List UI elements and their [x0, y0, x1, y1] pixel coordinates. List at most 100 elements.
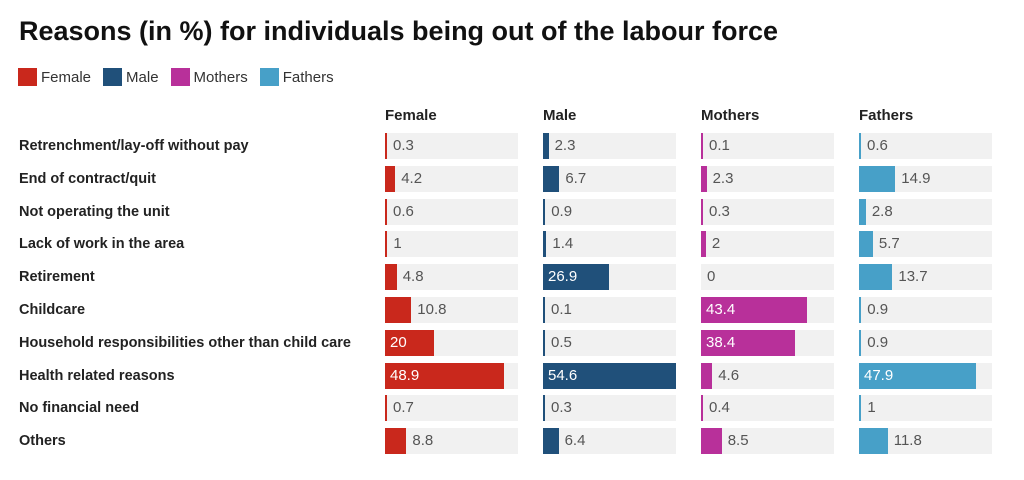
legend-swatch [18, 68, 37, 86]
legend-swatch [103, 68, 123, 86]
bar-value-label: 2.3 [712, 169, 734, 187]
bar-cell: 13.7 [859, 264, 992, 291]
bar [385, 231, 388, 258]
bar-cell: 0.9 [859, 297, 992, 323]
column-header: Fathers [859, 107, 914, 124]
bar-cell: 4.6 [701, 362, 834, 389]
bar [701, 297, 807, 323]
bar-value-label: 0 [707, 268, 716, 286]
bar [385, 165, 396, 192]
legend-item: Female [18, 68, 91, 86]
legend-label: Mothers [193, 68, 248, 86]
bar [701, 198, 703, 225]
bar-value-label: 4.6 [718, 366, 740, 384]
bar [701, 231, 706, 258]
category-label: End of contract/quit [19, 170, 156, 187]
bar-cell: 14.9 [859, 165, 992, 192]
bar-value-label: 0.9 [867, 301, 889, 318]
bar [859, 198, 866, 225]
bar-value-label: 11.8 [893, 432, 922, 450]
bar-cell: 2.8 [859, 198, 992, 225]
bar [543, 362, 676, 389]
category-label: Health related reasons [19, 367, 175, 384]
bar [859, 297, 862, 323]
bar-value-label: 8.5 [727, 432, 749, 450]
bar-value-label: 0.9 [551, 202, 573, 220]
bar-cell: 0.3 [543, 395, 676, 422]
bar-cell: 0 [701, 264, 834, 291]
bar [701, 395, 703, 422]
bar-cell: 1 [385, 231, 518, 258]
category-label: Childcare [19, 302, 86, 318]
bar [543, 395, 545, 422]
bar-value-label: 26.9 [548, 268, 578, 286]
bar-cell: 20 [385, 329, 518, 356]
bar-cell: 47.9 [859, 362, 992, 389]
bar [701, 133, 703, 159]
bar-value-label: 0.6 [393, 202, 414, 220]
bar-cell: 2.3 [543, 133, 676, 159]
category-label: Others [19, 433, 66, 450]
bar-value-label: 0.1 [551, 301, 572, 318]
bar-cell: 0.1 [543, 297, 676, 323]
bar-value-label: 8.8 [412, 432, 434, 450]
category-label: Household responsibilities other than ch… [19, 334, 351, 351]
legend-swatch [259, 68, 279, 86]
legend-item: Male [103, 68, 159, 86]
bar [543, 133, 549, 159]
bar-value-label: 1.4 [552, 235, 574, 253]
bar [543, 264, 609, 291]
bar-value-label: 38.4 [706, 333, 736, 351]
bar [385, 198, 387, 225]
bar-value-label: 43.4 [706, 301, 736, 318]
bar [385, 362, 505, 389]
legend-item: Fathers [259, 68, 334, 86]
bar-value-label: 0.1 [709, 137, 730, 154]
bar-cell: 48.9 [385, 362, 518, 389]
column-header: Mothers [701, 107, 760, 124]
bar-value-label: 0.3 [551, 399, 572, 417]
bar-cell: 0.6 [385, 198, 518, 225]
bar-value-label: 47.9 [864, 366, 894, 384]
bar-cell: 0.1 [701, 133, 834, 159]
bar-cell: 2.3 [701, 165, 834, 192]
bar [385, 133, 387, 159]
bar-cell: 10.8 [385, 297, 518, 323]
bar-value-label: 20 [390, 333, 407, 351]
column-header: Female [385, 107, 437, 124]
bar [859, 428, 888, 455]
bar-value-label: 1 [393, 235, 402, 253]
bar-value-label: 1 [867, 399, 876, 417]
bar-cell: 1 [859, 395, 992, 422]
bar-cell: 43.4 [701, 297, 834, 323]
bar [543, 231, 547, 258]
bar-value-label: 48.9 [390, 366, 420, 384]
bar-cell: 1.4 [543, 231, 676, 258]
bar-cell: 2 [701, 231, 834, 258]
bar-cell: 8.8 [385, 428, 518, 455]
bar [543, 198, 546, 225]
bar [859, 395, 862, 422]
bar-value-label: 0.3 [709, 202, 730, 220]
bar-cell: 38.4 [701, 329, 834, 356]
bar-cell: 0.6 [859, 133, 992, 159]
bar-cell: 11.8 [859, 428, 992, 455]
legend-swatch [170, 68, 190, 86]
bar-cell: 8.5 [701, 428, 834, 455]
bar [385, 329, 434, 356]
bar-cell: 0.4 [701, 395, 834, 422]
bar-value-label: 54.6 [548, 366, 578, 384]
category-label: Not operating the unit [19, 203, 170, 220]
bar-value-label: 0.3 [393, 137, 414, 154]
bar [701, 329, 795, 356]
bar [859, 231, 873, 258]
bar [859, 362, 976, 389]
bar-cell: 5.7 [859, 231, 992, 258]
bar-value-label: 0.7 [393, 399, 414, 417]
category-label: Retrenchment/lay-off without pay [19, 138, 249, 154]
legend: Female Male Mothers Fathers [18, 68, 334, 86]
category-label: Retirement [19, 269, 95, 286]
bar-value-label: 13.7 [898, 268, 928, 286]
category-label: Lack of work in the area [19, 236, 185, 253]
bar [701, 165, 707, 192]
